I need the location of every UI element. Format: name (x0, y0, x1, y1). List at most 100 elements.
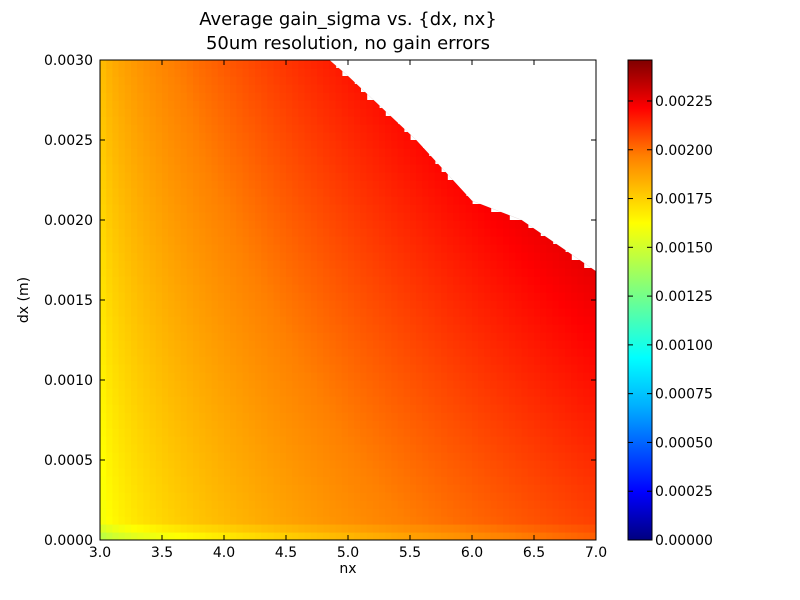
contour-cell (230, 84, 237, 93)
contour-cell (565, 516, 572, 525)
contour-cell (137, 476, 144, 485)
contour-cell (273, 492, 281, 501)
contour-cell (403, 196, 411, 205)
contour-cell (534, 468, 541, 477)
contour-cell (509, 228, 516, 237)
contour-cell (279, 236, 287, 245)
contour-cell (168, 100, 175, 109)
contour-cell (310, 292, 318, 301)
contour-cell (317, 172, 324, 181)
contour-cell (273, 68, 281, 77)
contour-cell (236, 340, 244, 349)
contour-cell (317, 364, 324, 373)
contour-cell (453, 412, 461, 421)
contour-cell (403, 412, 411, 421)
contour-cell (292, 164, 299, 173)
contour-cell (484, 468, 492, 477)
contour-cell (137, 172, 144, 181)
contour-cell (540, 436, 547, 445)
contour-cell (199, 516, 206, 525)
contour-cell (242, 444, 250, 453)
contour-cell (100, 524, 107, 533)
contour-cell (186, 372, 194, 381)
contour-cell (155, 420, 163, 429)
contour-cell (484, 268, 492, 277)
contour-cell (372, 244, 380, 253)
contour-cell (565, 276, 572, 285)
contour-cell (583, 452, 591, 461)
contour-cell (496, 308, 504, 317)
contour-cell (416, 388, 423, 397)
contour-cell (521, 236, 529, 245)
contour-cell (248, 532, 256, 540)
contour-cell (583, 268, 591, 277)
contour-cell (348, 524, 355, 533)
contour-cell (143, 188, 151, 197)
contour-cell (100, 244, 107, 253)
contour-cell (217, 300, 225, 309)
contour-cell (279, 148, 287, 157)
contour-cell (447, 252, 454, 261)
contour-cell (335, 140, 343, 149)
contour-cell (341, 452, 349, 461)
contour-cell (509, 356, 516, 365)
contour-cell (224, 524, 231, 533)
contour-cell (496, 388, 504, 397)
contour-cell (267, 364, 275, 373)
contour-cell (441, 412, 448, 421)
contour-cell (329, 60, 337, 69)
contour-cell (286, 276, 293, 285)
contour-cell (360, 156, 368, 165)
contour-cell (267, 340, 275, 349)
contour-cell (465, 412, 473, 421)
contour-cell (465, 268, 473, 277)
contour-cell (360, 516, 368, 525)
contour-cell (410, 356, 417, 365)
contour-cell (354, 252, 361, 261)
contour-cell (224, 412, 231, 421)
contour-cell (540, 268, 547, 277)
contour-cell (441, 356, 448, 365)
contour-cell (112, 188, 120, 197)
contour-cell (366, 500, 374, 509)
contour-cell (186, 60, 194, 69)
contour-cell (143, 468, 151, 477)
contour-cell (106, 308, 113, 317)
contour-cell (558, 436, 566, 445)
contour-cell (416, 268, 423, 277)
contour-cell (211, 156, 219, 165)
contour-cell (329, 428, 337, 437)
y-tick-label: 0.0010 (44, 373, 93, 389)
contour-cell (391, 164, 399, 173)
contour-cell (478, 388, 485, 397)
contour-cell (459, 412, 467, 421)
contour-cell (124, 188, 132, 197)
contour-cell (131, 468, 138, 477)
contour-cell (255, 460, 262, 469)
contour-cell (403, 292, 411, 301)
contour-cell (261, 332, 268, 341)
contour-cell (118, 220, 126, 229)
contour-cell (273, 268, 281, 277)
contour-cell (112, 476, 120, 485)
contour-cell (447, 236, 454, 245)
contour-cell (186, 84, 194, 93)
contour-cell (484, 300, 492, 309)
contour-cell (379, 484, 386, 493)
contour-cell (558, 428, 566, 437)
contour-cell (261, 340, 268, 349)
contour-cell (224, 284, 231, 293)
contour-cell (379, 260, 386, 269)
contour-cell (230, 68, 237, 77)
contour-cell (155, 412, 163, 421)
contour-cell (453, 292, 461, 301)
contour-cell (310, 76, 318, 85)
contour-cell (341, 204, 349, 213)
contour-cell (143, 524, 151, 533)
contour-cell (552, 404, 560, 413)
contour-cell (546, 396, 554, 405)
contour-cell (236, 100, 244, 109)
contour-cell (149, 292, 157, 301)
contour-cell (496, 332, 504, 341)
contour-cell (472, 532, 479, 540)
